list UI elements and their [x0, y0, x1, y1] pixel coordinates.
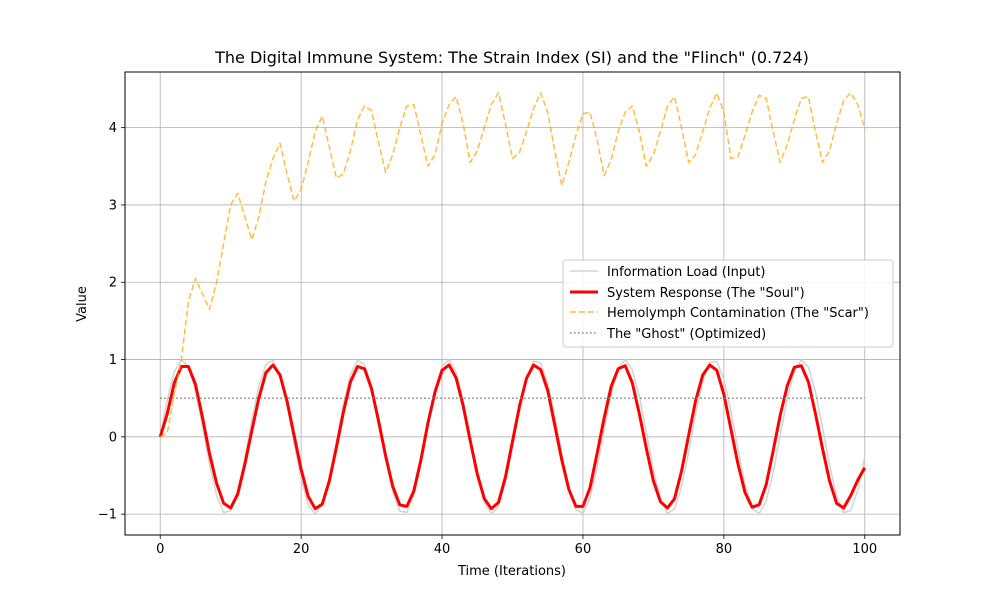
- x-tick-label: 0: [156, 542, 164, 557]
- x-tick-label: 80: [716, 542, 733, 557]
- y-tick-label: 0: [109, 430, 117, 445]
- x-axis-label: Time (Iterations): [457, 564, 566, 579]
- y-tick-label: 2: [109, 276, 117, 291]
- y-tick-label: 1: [109, 353, 117, 368]
- y-tick-label: 4: [109, 121, 117, 136]
- series-group: [158, 92, 867, 515]
- y-axis-label: Value: [75, 286, 90, 322]
- ticks: 0 20 40 60 80 100 −1 0 1 2 3 4: [98, 121, 877, 557]
- series-line-contamination: [159, 92, 866, 438]
- legend-label-response: System Response (The "Soul"): [607, 286, 805, 301]
- x-tick-label: 20: [293, 542, 310, 557]
- legend-label-input: Information Load (Input): [607, 265, 766, 280]
- plot-frame: [124, 71, 901, 536]
- legend-label-contamination: Hemolymph Contamination (The "Scar"): [607, 306, 869, 321]
- legend-label-ghost: The "Ghost" (Optimized): [606, 327, 766, 342]
- x-tick-label: 100: [852, 542, 877, 557]
- legend: Information Load (Input) System Response…: [562, 259, 894, 348]
- x-tick-label: 40: [434, 542, 451, 557]
- y-tick-label: 3: [109, 198, 117, 213]
- y-tick-label: −1: [98, 508, 117, 523]
- chart-title: The Digital Immune System: The Strain In…: [214, 48, 809, 67]
- legend-box: [562, 259, 894, 348]
- series-line-response: [158, 363, 867, 511]
- x-tick-label: 60: [575, 542, 592, 557]
